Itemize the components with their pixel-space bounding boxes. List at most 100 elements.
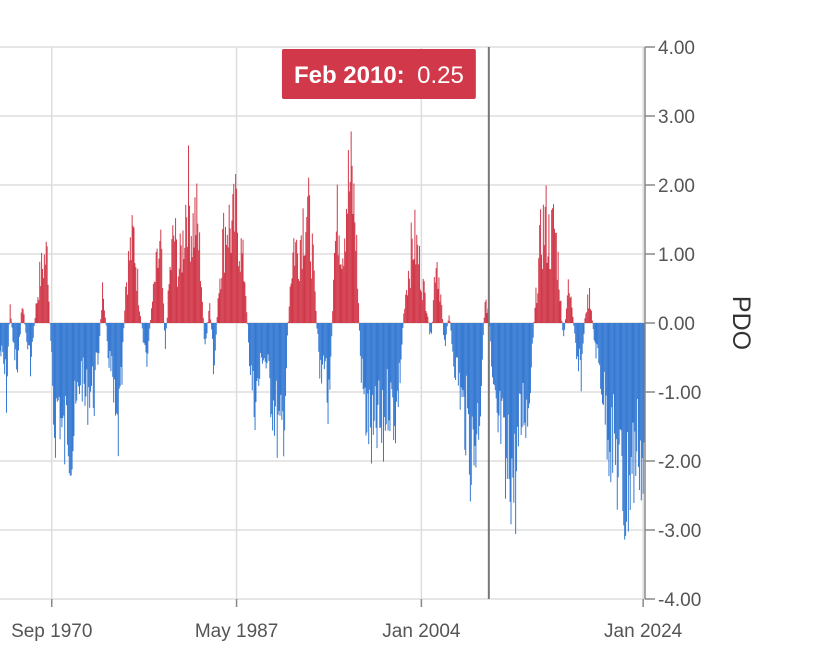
bar — [261, 323, 263, 364]
bar — [288, 306, 290, 323]
bar — [396, 323, 398, 391]
bar — [169, 266, 171, 323]
y-tick-label: 2.00 — [658, 176, 695, 197]
bar — [159, 240, 161, 323]
bar — [240, 238, 242, 323]
bar — [113, 323, 115, 403]
bar — [535, 287, 537, 323]
bar — [291, 278, 293, 323]
bar — [381, 323, 383, 443]
bar — [183, 259, 185, 323]
bar — [563, 323, 565, 337]
bar — [67, 323, 69, 457]
bar — [5, 323, 7, 360]
bar — [433, 277, 435, 323]
bar — [367, 323, 369, 394]
bar — [122, 323, 124, 343]
bar — [294, 265, 296, 323]
bar — [625, 323, 627, 536]
bar — [374, 323, 376, 387]
bar — [480, 323, 482, 417]
bar — [95, 323, 97, 353]
bar — [97, 323, 99, 365]
bar — [0, 323, 2, 357]
bar — [85, 323, 87, 397]
bar — [332, 311, 334, 323]
bar — [455, 323, 457, 358]
bar — [552, 208, 554, 323]
bar — [74, 323, 76, 381]
bar — [438, 277, 440, 323]
bar — [256, 323, 258, 381]
x-tick-label: May 1987 — [195, 621, 278, 642]
bar — [495, 323, 497, 399]
bar — [308, 177, 310, 323]
bar — [255, 323, 257, 403]
bar — [307, 196, 309, 323]
bar — [269, 323, 271, 379]
bar — [254, 323, 256, 431]
bar — [55, 323, 57, 399]
bar — [144, 323, 146, 346]
bar — [139, 316, 141, 323]
bar — [228, 204, 230, 323]
bar — [425, 310, 427, 323]
bar — [380, 323, 382, 428]
bar — [518, 323, 520, 394]
bar — [156, 248, 158, 323]
bar — [638, 323, 640, 491]
bar — [153, 281, 155, 323]
bar — [527, 323, 529, 427]
bar — [306, 217, 308, 323]
bar — [104, 317, 106, 323]
bar — [358, 323, 360, 331]
bar — [226, 234, 228, 323]
bar — [218, 293, 220, 323]
bar — [47, 284, 49, 323]
bar — [101, 310, 103, 323]
bar — [281, 323, 283, 420]
bar — [60, 323, 62, 419]
bar — [3, 323, 5, 364]
bar — [214, 323, 216, 351]
bar — [619, 323, 621, 430]
bar — [623, 323, 625, 526]
bar — [272, 323, 274, 431]
bar — [162, 287, 164, 323]
bar — [70, 323, 72, 476]
bar — [6, 323, 8, 377]
bar — [581, 323, 583, 354]
bar — [42, 278, 44, 323]
bar — [268, 323, 270, 361]
bar — [310, 278, 312, 323]
bar — [387, 323, 389, 431]
bar — [569, 297, 571, 323]
bar — [89, 323, 91, 408]
bar — [528, 323, 530, 409]
bar — [337, 255, 339, 323]
bar — [562, 323, 564, 331]
bar — [138, 305, 140, 323]
bar — [544, 206, 546, 323]
bar — [449, 321, 451, 323]
bar — [636, 323, 638, 452]
bar — [503, 323, 505, 418]
bar — [220, 289, 222, 323]
bar — [311, 233, 313, 323]
bar — [120, 323, 122, 367]
bar — [522, 323, 524, 383]
bar — [323, 323, 325, 370]
bar — [247, 323, 249, 325]
bar — [429, 323, 431, 335]
bar — [33, 323, 35, 327]
bar — [395, 323, 397, 444]
bar — [189, 261, 191, 323]
bar — [436, 262, 438, 323]
bar — [382, 323, 384, 462]
bar — [364, 323, 366, 388]
bar — [170, 269, 172, 323]
bar — [388, 323, 390, 421]
bar — [580, 323, 582, 392]
bar — [161, 248, 163, 323]
bar — [555, 232, 557, 323]
